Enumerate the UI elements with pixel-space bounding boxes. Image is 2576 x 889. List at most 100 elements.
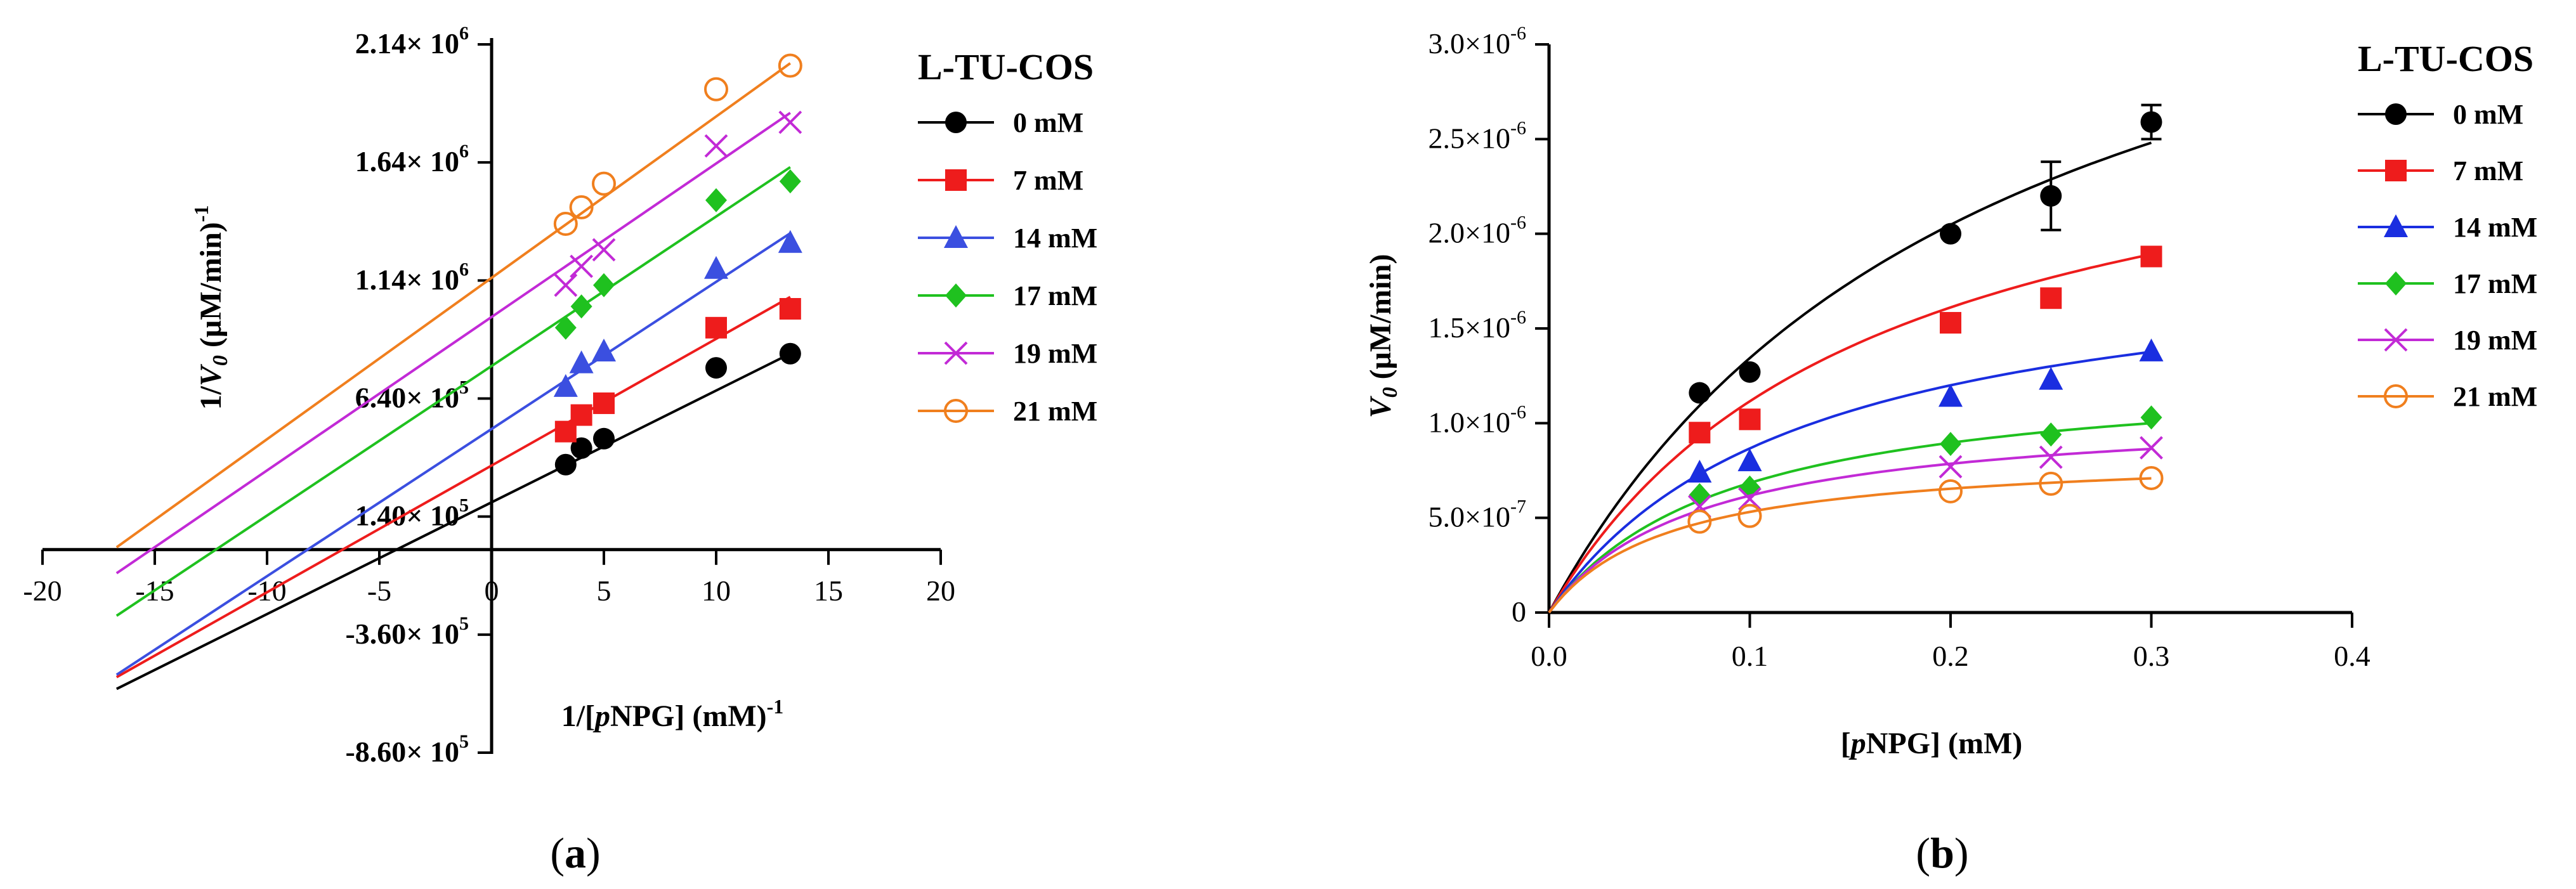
- y-tick-label: 2.14× 106: [355, 23, 469, 60]
- fit-curve: [1548, 477, 2152, 614]
- data-point: [553, 373, 578, 397]
- data-point: [1939, 455, 1963, 479]
- legend-marker: [2385, 160, 2407, 181]
- legend-label: 7 mM: [1013, 165, 1083, 196]
- data-point: [2039, 471, 2063, 496]
- data-point: [593, 392, 615, 414]
- legend-label: 0 mM: [2453, 99, 2523, 130]
- legend-item: 19 mM: [2358, 325, 2537, 356]
- y-tick-label: -8.60× 105: [345, 731, 469, 768]
- series: [115, 110, 802, 574]
- legend-item: 14 mM: [2358, 212, 2537, 243]
- data-point: [554, 453, 577, 476]
- y-tick-label: 2.0×10-6: [1429, 212, 1526, 249]
- data-point: [2040, 287, 2062, 309]
- x-tick-label: 5: [597, 574, 611, 607]
- data-point: [2139, 338, 2164, 361]
- legend-marker: [2385, 103, 2407, 125]
- series: [1548, 465, 2164, 614]
- x-tick-label: 0: [485, 574, 499, 607]
- data-point: [593, 273, 615, 297]
- data-point: [1940, 432, 1961, 457]
- data-point: [569, 195, 594, 219]
- y-tick-label: 1.64× 106: [355, 141, 469, 178]
- data-point: [1689, 422, 1711, 444]
- x-axis-label: [pNPG] (mM): [1841, 727, 2023, 760]
- x-tick-label: 15: [814, 574, 843, 607]
- data-point: [569, 350, 594, 373]
- series: [115, 230, 802, 676]
- data-point: [1737, 448, 1762, 472]
- fit-line: [115, 295, 791, 678]
- data-point: [705, 316, 727, 339]
- x-tick-label: 0.2: [1932, 640, 1969, 672]
- series: [1548, 436, 2163, 614]
- legend-item: 21 mM: [2358, 381, 2537, 412]
- panel-caption-a: (a): [550, 829, 600, 877]
- legend-item: 7 mM: [2358, 155, 2523, 186]
- y-tick-label: 3.0×10-6: [1429, 23, 1526, 60]
- data-point: [592, 339, 616, 362]
- data-point: [592, 238, 616, 262]
- legend-label: 14 mM: [1013, 223, 1097, 254]
- x-tick-label: 0.1: [1732, 640, 1769, 672]
- legend-item: 17 mM: [918, 280, 1097, 311]
- data-point: [1739, 361, 1761, 383]
- data-point: [2140, 405, 2162, 430]
- series: [115, 295, 801, 678]
- data-point: [593, 427, 615, 450]
- data-point: [1940, 223, 1961, 245]
- data-point: [1939, 479, 1963, 503]
- x-tick-label: 0.0: [1531, 640, 1567, 672]
- data-point: [704, 134, 728, 158]
- series: [1548, 245, 2162, 614]
- legend-item: 0 mM: [918, 107, 1083, 138]
- data-point: [554, 273, 578, 297]
- legend-label: 19 mM: [1013, 338, 1097, 369]
- legend-item: 0 mM: [2358, 99, 2523, 130]
- fit-line: [115, 62, 791, 548]
- data-point: [705, 188, 727, 212]
- legend-label: 19 mM: [2453, 325, 2537, 356]
- x-tick-label: 0.3: [2133, 640, 2170, 672]
- legend-label: 21 mM: [2453, 381, 2537, 412]
- data-point: [778, 53, 802, 78]
- legend-item: 19 mM: [918, 338, 1097, 369]
- legend-marker: [945, 169, 967, 191]
- data-point: [778, 230, 802, 253]
- y-tick-label: 1.40× 105: [355, 495, 469, 532]
- legend-title: L-TU-COS: [2358, 38, 2534, 79]
- fit-line: [115, 352, 791, 691]
- panel-b-michaelis-menten-plot: 0.0 0.1 0.2 0.3 0.4 3.0×10-6 2.5×10-6 2.0×10-6 1…: [1364, 23, 2537, 877]
- legend: L-TU-COS 0 mM 7 mM 14 mM 17 mM 19 mM 21 mM: [918, 46, 1097, 427]
- y-tick-label: 1.5×10-6: [1429, 307, 1526, 344]
- y-tick-label: 1.14× 106: [355, 259, 469, 295]
- x-tick-label: -20: [23, 574, 62, 607]
- legend-item: 7 mM: [918, 165, 1083, 196]
- legend-marker: [944, 399, 968, 423]
- data-point: [570, 404, 592, 426]
- data-point: [778, 110, 802, 134]
- legend-item: 21 mM: [918, 396, 1097, 427]
- legend-marker: [2385, 271, 2407, 295]
- series: [1548, 338, 2164, 614]
- panel-caption-b: (b): [1916, 829, 1968, 877]
- data-point: [779, 298, 801, 320]
- data-point: [2139, 465, 2164, 490]
- data-point: [553, 211, 578, 236]
- y-tick-label: 2.5×10-6: [1429, 117, 1526, 154]
- legend-marker: [945, 112, 967, 133]
- fit-curve: [1548, 350, 2152, 614]
- data-point: [570, 254, 594, 278]
- x-tick-label: 10: [702, 574, 731, 607]
- data-point: [1739, 408, 1761, 431]
- fit-curve: [1548, 141, 2152, 613]
- y-tick-label: 6.40× 105: [355, 377, 469, 414]
- data-point: [1687, 459, 1712, 483]
- legend-label: 17 mM: [2453, 268, 2537, 299]
- data-point: [592, 171, 616, 196]
- data-point: [705, 357, 727, 379]
- x-tick-label: -10: [247, 574, 286, 607]
- fit-curve: [1548, 253, 2152, 614]
